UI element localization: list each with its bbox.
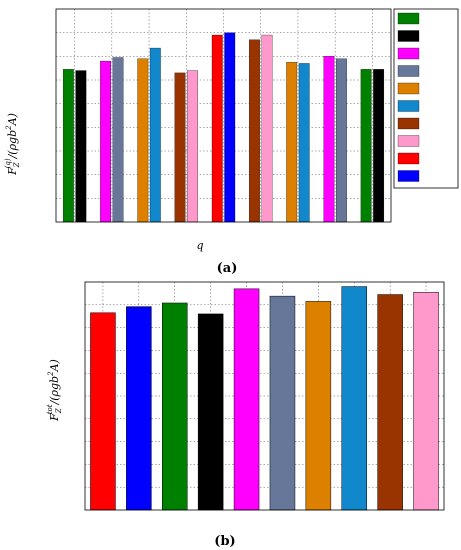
bar — [224, 32, 236, 223]
bar — [137, 58, 149, 223]
chart-a: FZ(q)/(ρgb2A) q (a) — [4, 8, 459, 276]
legend-swatch — [397, 65, 420, 77]
bar — [373, 69, 385, 223]
legend-swatch — [397, 12, 420, 25]
bar — [360, 69, 372, 223]
bar — [149, 47, 161, 223]
bar — [377, 294, 403, 511]
chart-b: FZtot/(ρgb2A) (b) — [46, 281, 445, 549]
legend-swatch — [397, 47, 420, 60]
legend-swatch — [397, 30, 420, 42]
legend-swatch — [397, 117, 420, 130]
chart-a-grid — [56, 9, 391, 222]
bar — [174, 72, 186, 223]
legend-swatch — [397, 100, 420, 112]
bar — [341, 286, 367, 511]
chart-a-bars — [62, 32, 385, 223]
chart-b-y-axis-label: FZtot/(ρgb2A) — [46, 359, 63, 422]
chart-a-caption: (a) — [217, 261, 238, 276]
legend-swatch — [397, 152, 420, 165]
bar — [211, 34, 223, 223]
chart-a-frame — [55, 8, 392, 223]
legend-swatch — [397, 170, 420, 182]
bar — [62, 69, 74, 223]
bar — [233, 288, 260, 511]
bar — [112, 57, 124, 223]
bar — [75, 70, 87, 223]
bar — [323, 56, 335, 223]
chart-a-x-axis-label: q — [196, 239, 203, 252]
bar — [249, 39, 260, 223]
chart-b-caption: (b) — [214, 534, 235, 549]
bar — [100, 60, 111, 223]
bar — [286, 62, 298, 223]
chart-b-bars — [90, 286, 439, 511]
chart-a-legend — [393, 8, 459, 189]
bar — [197, 313, 224, 511]
bar — [298, 63, 310, 223]
bar — [126, 306, 152, 511]
bar — [336, 58, 347, 223]
bar — [413, 292, 439, 511]
bar — [90, 312, 116, 511]
bar — [187, 70, 198, 223]
bar — [162, 302, 188, 511]
legend-swatch — [397, 135, 420, 147]
bar — [269, 295, 296, 511]
chart-a-y-axis-label: FZ(q)/(ρgb2A) — [4, 113, 21, 176]
chart-b-frame — [84, 281, 445, 511]
legend-swatch — [397, 82, 420, 95]
bar — [305, 301, 332, 511]
bar — [261, 34, 273, 223]
